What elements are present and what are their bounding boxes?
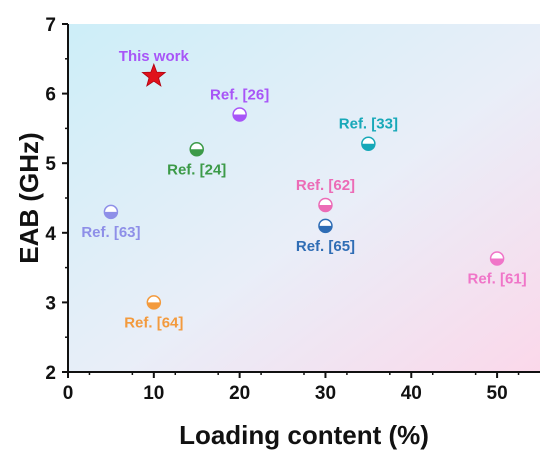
x-tick-label: 0 <box>63 383 74 404</box>
x-axis-title: Loading content (%) <box>179 420 429 450</box>
star-marker <box>141 63 167 87</box>
chart-marks: This work Ref. [26] Ref. [33] Ref. [24] Ref.… <box>81 48 526 331</box>
axis-ticks: 0 10 20 30 40 50 2 3 4 5 6 7 <box>45 15 520 404</box>
marker-outline <box>232 107 247 122</box>
data-point-ref-63: Ref. [63] <box>81 204 141 241</box>
y-tick-label: 5 <box>45 154 56 175</box>
marker-outline <box>103 204 119 220</box>
y-axis-title: EAB (GHz) <box>14 132 44 263</box>
point-label: Ref. [63] <box>81 224 140 241</box>
marker-outline <box>489 251 505 266</box>
data-point-ref-24: Ref. [24] <box>167 142 226 178</box>
data-point-ref-62: Ref. [62] <box>296 177 355 213</box>
point-label: Ref. [33] <box>339 116 398 133</box>
data-point-this-work: This work <box>119 48 190 87</box>
point-label: Ref. [65] <box>296 238 355 255</box>
y-tick-label: 4 <box>45 224 56 245</box>
x-tick-label: 10 <box>143 383 164 404</box>
data-point-ref-26: Ref. [26] <box>210 86 269 122</box>
point-label: Ref. [62] <box>296 177 355 194</box>
marker-outline <box>146 295 162 310</box>
y-tick-label: 2 <box>45 363 56 384</box>
y-tick-label: 3 <box>45 293 56 314</box>
data-point-ref-61: Ref. [61] <box>467 251 527 288</box>
x-tick-label: 50 <box>487 383 508 404</box>
x-tick-label: 30 <box>315 383 336 404</box>
point-label: Ref. [26] <box>210 86 269 103</box>
marker-outline <box>318 197 333 213</box>
point-label: Ref. [61] <box>467 271 526 288</box>
data-point-ref-33: Ref. [33] <box>339 116 398 151</box>
point-label: Ref. [24] <box>167 161 226 178</box>
data-point-ref-64: Ref. [64] <box>124 295 183 331</box>
x-tick-label: 40 <box>401 383 422 404</box>
y-tick-label: 6 <box>45 85 56 106</box>
x-tick-label: 20 <box>229 383 250 404</box>
point-label: Ref. [64] <box>124 314 183 331</box>
marker-outline <box>318 218 333 234</box>
plot-background <box>68 24 540 372</box>
marker-outline <box>189 142 204 157</box>
y-tick-label: 7 <box>45 15 56 36</box>
point-label: This work <box>119 48 190 65</box>
marker-outline <box>361 136 376 151</box>
data-point-ref-65: Ref. [65] <box>296 218 355 255</box>
